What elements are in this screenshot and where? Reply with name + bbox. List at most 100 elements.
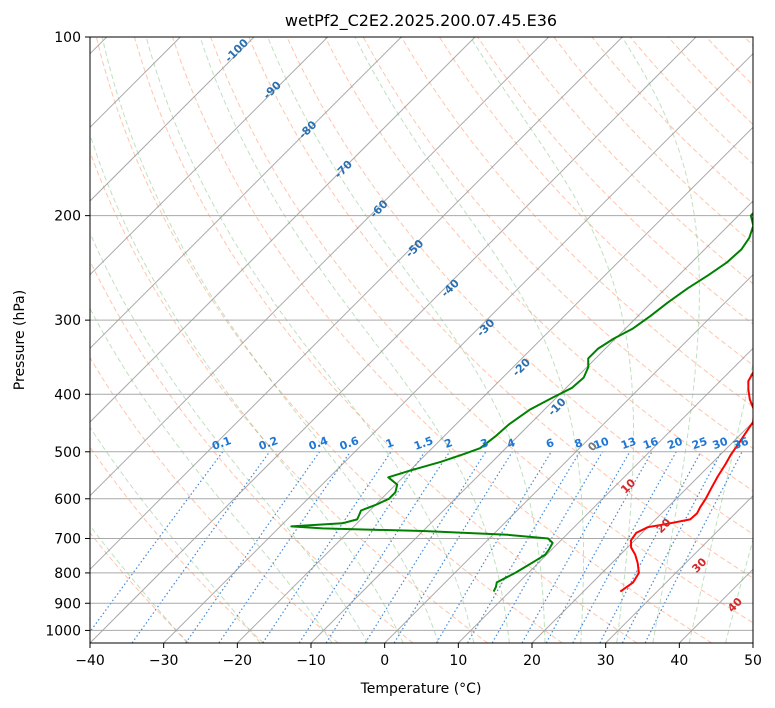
mixing-ratio-label: 3 <box>479 436 491 451</box>
isotherm <box>90 37 550 497</box>
dry-adiabat <box>133 37 638 643</box>
isotherm <box>90 37 255 202</box>
dry-adiabat <box>400 37 753 408</box>
isotherm <box>90 37 697 643</box>
x-tick-label: 20 <box>523 653 541 669</box>
mixing-ratio-line <box>262 451 392 643</box>
mixing-ratio-line <box>90 451 224 633</box>
mixing-ratio-label: 0.4 <box>307 434 330 453</box>
mixing-ratio-label: 1.5 <box>412 434 435 453</box>
chart-grid <box>90 37 753 643</box>
dry-adiabat <box>90 356 339 643</box>
chart-series <box>290 211 753 593</box>
mixing-ratio-line <box>131 451 271 643</box>
dry-adiabat <box>172 37 712 643</box>
y-axis-title: Pressure (hPa) <box>12 290 28 390</box>
y-tick-label: 700 <box>54 532 81 548</box>
moist-adiabat <box>145 37 475 643</box>
x-tick-label: −40 <box>75 653 105 669</box>
moist-adiabat <box>725 538 753 643</box>
isotherm <box>90 37 623 571</box>
x-axis: −40 −30 −20 −10 0 10 20 30 40 50 <box>75 643 762 669</box>
isotherm <box>90 37 476 423</box>
mixing-ratio-line <box>364 451 487 643</box>
y-tick-label: 200 <box>54 209 81 225</box>
mixing-ratio-line <box>521 451 631 643</box>
x-tick-label: −30 <box>149 653 179 669</box>
moist-adiabat <box>90 133 404 643</box>
mixing-ratio-label: 6 <box>544 436 556 451</box>
mixing-ratio-label: 8 <box>573 436 585 451</box>
isotherm <box>90 37 402 350</box>
x-tick-label: −20 <box>223 653 253 669</box>
isotherm <box>236 126 753 643</box>
mixing-ratio-line <box>325 451 451 643</box>
series-line-2 <box>290 211 753 593</box>
mixing-ratio-line <box>572 451 677 643</box>
moist-adiabat <box>354 37 584 643</box>
y-tick-label: 300 <box>54 313 81 329</box>
isotherm <box>163 52 753 643</box>
mixing-ratio-label: 16 <box>641 435 660 453</box>
dry-adiabat <box>95 37 563 643</box>
dry-adiabat <box>90 446 264 643</box>
isotherm <box>457 347 753 643</box>
plot-frame <box>89 36 754 644</box>
y-tick-label: 1000 <box>45 623 81 639</box>
x-axis-title: Temperature (°C) <box>360 681 482 697</box>
y-tick-label: 100 <box>54 30 81 46</box>
isotherm <box>90 37 329 276</box>
dry-adiabat <box>90 532 190 643</box>
x-tick-label: 40 <box>670 653 688 669</box>
series-line-1 <box>619 370 753 593</box>
mixing-ratio-label: 4 <box>505 436 517 451</box>
moist-adiabat <box>90 426 261 643</box>
mixing-ratio-label: 0.1 <box>210 434 233 453</box>
isotherm <box>384 273 753 643</box>
isotherm <box>310 200 753 643</box>
mixing-ratio-label: 10 <box>592 435 611 453</box>
y-tick-label: 500 <box>54 445 81 461</box>
dry-adiabat <box>515 37 753 285</box>
mixing-ratio-line <box>185 451 321 643</box>
moist-adiabat <box>267 37 546 643</box>
isotherm <box>605 494 753 643</box>
y-axis: 100 200 300 400 500 600 700 800 900 1000 <box>45 30 90 639</box>
moist-adiabat <box>90 231 369 643</box>
mixing-ratio-label: 0.6 <box>338 434 361 453</box>
dry-adiabat <box>438 37 753 366</box>
mixing-ratio-line <box>545 451 653 643</box>
dry-adiabat <box>90 150 488 643</box>
y-tick-label: 900 <box>54 596 81 612</box>
mixing-ratio-line <box>644 451 743 643</box>
y-tick-label: 800 <box>54 566 81 582</box>
mixing-ratio-label: 2 <box>443 436 455 451</box>
mixing-ratio-label: 30 <box>711 435 730 453</box>
moist-adiabat <box>90 307 333 643</box>
dry-adiabat <box>248 37 753 579</box>
mixing-ratio-label: 36 <box>732 435 751 453</box>
dry-adiabat <box>210 37 753 624</box>
x-tick-label: 50 <box>744 653 762 669</box>
mixing-ratio-label: 25 <box>690 435 709 452</box>
y-tick-label: 400 <box>54 387 81 403</box>
mixing-ratio-line <box>599 451 702 643</box>
isotherm <box>531 421 753 643</box>
dry-adiabat <box>286 37 753 535</box>
chart-title: wetPf2_C2E2.2025.200.07.45.E36 <box>285 11 557 31</box>
y-tick-label: 600 <box>54 492 81 508</box>
dry-adiabat <box>324 37 753 492</box>
moist-adiabat <box>199 37 510 643</box>
mixing-ratio-line <box>218 451 351 643</box>
mixing-ratio-label: 1 <box>384 436 396 451</box>
mixing-ratio-line <box>435 451 552 643</box>
moist-adiabat <box>688 361 753 643</box>
mixing-ratio-label: 20 <box>666 435 685 453</box>
mixing-ratio-label: 0.2 <box>257 434 280 453</box>
dry-adiabat <box>362 37 753 450</box>
x-tick-label: 30 <box>597 653 615 669</box>
moist-adiabat <box>101 37 439 643</box>
x-tick-label: 10 <box>449 653 467 669</box>
